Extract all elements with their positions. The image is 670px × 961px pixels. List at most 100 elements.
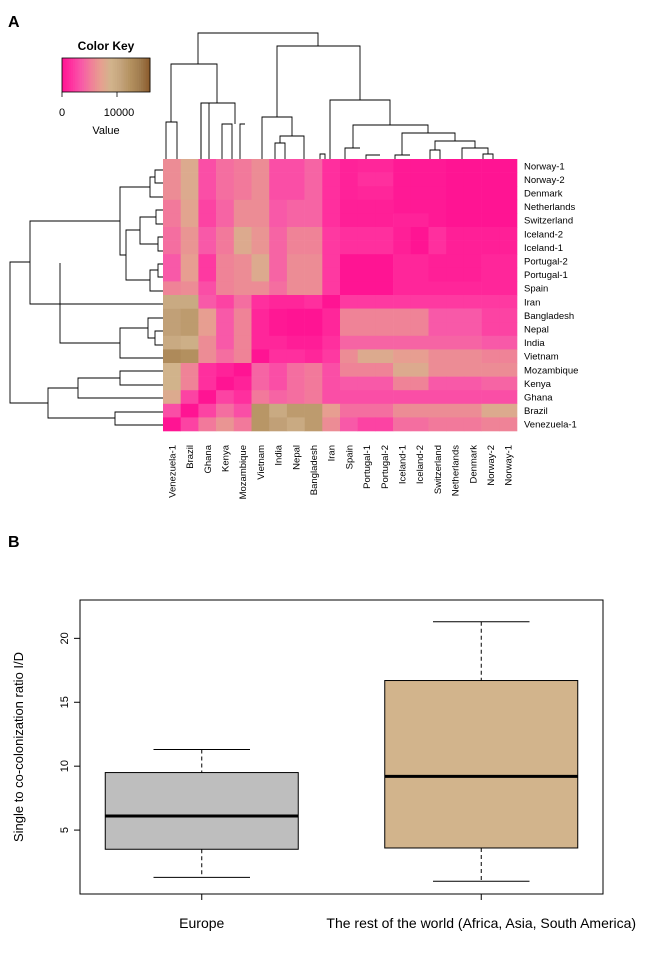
- heatmap-cell: [198, 281, 217, 296]
- heatmap-cell: [393, 267, 412, 282]
- color-key-swatch: [81, 58, 85, 92]
- heatmap-cell: [481, 281, 500, 296]
- heatmap-cell: [446, 199, 465, 214]
- heatmap-cell: [251, 403, 270, 418]
- heatmap-cell: [463, 267, 482, 282]
- heatmap-cell: [269, 186, 288, 201]
- heatmap-cell: [216, 240, 235, 255]
- heatmap-cell: [304, 159, 323, 173]
- heatmap-cell: [269, 403, 288, 418]
- heatmap-cell: [286, 417, 305, 432]
- heatmap-cell: [463, 308, 482, 323]
- heatmap-cell: [233, 417, 252, 432]
- heatmap-cell: [322, 349, 341, 364]
- heatmap-cell: [446, 403, 465, 418]
- heatmap-cell: [286, 308, 305, 323]
- heatmap-cell: [304, 281, 323, 296]
- heatmap-cell: [393, 240, 412, 255]
- heatmap-cell: [340, 403, 358, 418]
- heatmap-cell: [163, 349, 181, 364]
- heatmap-cell: [163, 417, 181, 432]
- heatmap-row-label: Switzerland: [524, 216, 573, 227]
- heatmap-cell: [463, 186, 482, 201]
- heatmap-column-label: Portugal-1: [362, 445, 373, 489]
- panel-a-label: A: [8, 14, 20, 31]
- color-key-swatch: [73, 58, 76, 92]
- heatmap-column-label: Iceland-1: [397, 445, 408, 484]
- heatmap-cell: [463, 227, 482, 241]
- heatmap-cell: [499, 390, 518, 405]
- heatmap-cell: [322, 390, 341, 405]
- heatmap-cell: [357, 403, 376, 418]
- heatmap-cell: [322, 308, 341, 323]
- heatmap-cell: [233, 281, 252, 296]
- heatmap-cell: [286, 403, 305, 418]
- heatmap-row-label: Mozambique: [524, 365, 578, 376]
- heatmap-cell: [163, 213, 181, 228]
- boxplot: 5 10 15 20 Europe The rest of the world (Afr…: [11, 599, 636, 931]
- heatmap-cell: [463, 159, 482, 173]
- heatmap-cell: [357, 172, 376, 187]
- heatmap-cell: [322, 199, 341, 214]
- box-iqr: [104, 772, 299, 850]
- heatmap-cell: [410, 281, 429, 296]
- heatmap-cell: [322, 240, 341, 255]
- color-key-swatch: [147, 58, 151, 92]
- heatmap-cell: [304, 403, 323, 418]
- heatmap-cell: [304, 349, 323, 364]
- color-key-swatch: [99, 58, 103, 92]
- heatmap-row-label: Kenya: [524, 379, 552, 390]
- heatmap-cell: [393, 376, 412, 391]
- heatmap-cell: [375, 295, 394, 309]
- heatmap-cell: [198, 267, 217, 282]
- color-key: Color Key 0 10000 Value: [59, 39, 151, 137]
- heatmap-cell: [198, 172, 217, 187]
- heatmap-cell: [375, 417, 394, 432]
- heatmap-cell: [410, 390, 429, 405]
- heatmap-cell: [251, 363, 270, 377]
- heatmap-cell: [428, 267, 447, 282]
- heatmap-cell: [251, 186, 270, 201]
- heatmap-cell: [481, 308, 500, 323]
- heatmap-row-label: Brazil: [524, 406, 548, 417]
- heatmap-cell: [304, 213, 323, 228]
- heatmap-cell: [322, 281, 341, 296]
- heatmap-cell: [269, 159, 288, 173]
- heatmap-cell: [393, 281, 412, 296]
- heatmap-cell: [393, 335, 412, 350]
- y-tick-label: 10: [59, 760, 71, 772]
- heatmap-cell: [357, 254, 376, 269]
- heatmap-cell: [428, 322, 447, 337]
- heatmap-cell: [357, 349, 376, 364]
- heatmap-cell: [163, 186, 181, 201]
- heatmap-cell: [163, 295, 181, 309]
- heatmap-cell: [410, 199, 429, 214]
- heatmap-column-label: Vietnam: [256, 445, 267, 480]
- heatmap-column-label: Spain: [344, 445, 355, 469]
- heatmap-cell: [269, 199, 288, 214]
- heatmap-cell: [446, 363, 465, 377]
- heatmap-cell: [481, 376, 500, 391]
- heatmap-cell: [304, 417, 323, 432]
- color-key-tick-label: 10000: [104, 107, 135, 119]
- heatmap-cell: [463, 403, 482, 418]
- heatmap-row-label: Iceland-1: [524, 243, 563, 254]
- heatmap-cell: [233, 186, 252, 201]
- color-key-swatch: [88, 58, 92, 92]
- heatmap-cell: [163, 363, 181, 377]
- heatmap-cell: [340, 295, 358, 309]
- heatmap-row-label: India: [524, 338, 545, 349]
- heatmap-cell: [233, 335, 252, 350]
- heatmap-cell: [393, 363, 412, 377]
- heatmap-cell: [428, 349, 447, 364]
- heatmap-cell: [322, 227, 341, 241]
- heatmap-cell: [357, 213, 376, 228]
- color-key-swatch: [92, 58, 96, 92]
- heatmap-column-label: Ghana: [203, 444, 214, 473]
- heatmap-cell: [340, 254, 358, 269]
- color-key-swatch: [97, 58, 100, 92]
- heatmap-cell: [322, 417, 341, 432]
- heatmap-cell: [251, 240, 270, 255]
- heatmap-cell: [286, 295, 305, 309]
- heatmap-cell: [410, 240, 429, 255]
